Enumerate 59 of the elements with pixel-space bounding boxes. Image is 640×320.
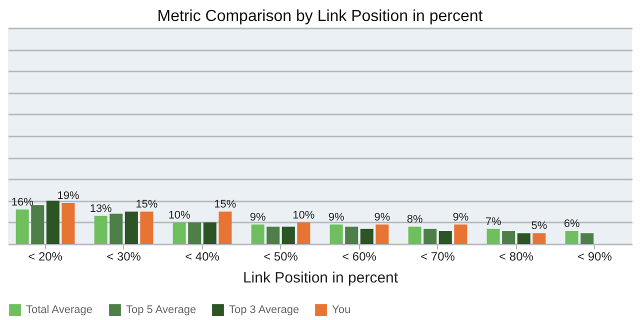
data-label: 10% [292,209,315,222]
data-label: 15% [214,198,236,211]
bar [330,224,343,244]
bar [188,222,202,244]
x-tick-label: < 80% [499,250,534,264]
bar [282,226,295,244]
bar [565,231,578,244]
bar [110,214,123,244]
x-tick-label: < 20% [28,250,63,264]
bar [517,233,530,244]
data-label: 9% [452,212,469,224]
bar [345,226,358,244]
data-label: 9% [250,212,266,224]
bar [94,216,108,244]
bar [454,224,468,244]
bar [140,212,154,244]
bar [203,222,216,244]
data-label: 15% [136,198,158,211]
bar [172,222,186,244]
x-axis-title: Link Position in percent [242,270,399,286]
bar [46,200,60,244]
bar [62,202,75,244]
bar [408,226,422,244]
bar [16,209,29,244]
bar [360,228,374,244]
legend-label: Top 3 Average [229,304,300,316]
bar [424,228,437,244]
data-label: 9% [374,212,390,224]
chart-title: Metric Comparison by Link Position in percent [157,8,484,25]
data-label: 6% [564,218,580,230]
data-label: 9% [328,212,344,224]
x-tick-label: < 40% [185,250,220,264]
data-label: 13% [90,202,112,215]
x-tick-label: < 90% [578,250,612,264]
bar [438,231,452,244]
bar [532,233,546,244]
legend-label: Top 5 Average [126,304,196,316]
legend-label: You [332,304,351,316]
bar [580,233,594,244]
data-label: 8% [406,214,423,226]
bar [218,212,232,244]
legend-label: Total Average [26,304,92,316]
bar [502,231,516,244]
bar [297,222,310,244]
data-label: 19% [57,190,80,202]
x-tick-label: < 70% [420,250,456,264]
bar [31,205,44,244]
bar [124,212,138,244]
data-label: 16% [11,196,34,208]
x-tick-label: < 60% [342,250,377,264]
x-tick-label: < 50% [264,250,298,264]
bar [486,228,500,244]
bar [251,224,264,244]
bar [266,226,280,244]
x-tick-label: < 30% [106,250,142,264]
data-label: 10% [168,209,191,222]
data-label: 5% [531,220,548,232]
data-label: 7% [485,216,502,228]
bar [376,224,389,244]
